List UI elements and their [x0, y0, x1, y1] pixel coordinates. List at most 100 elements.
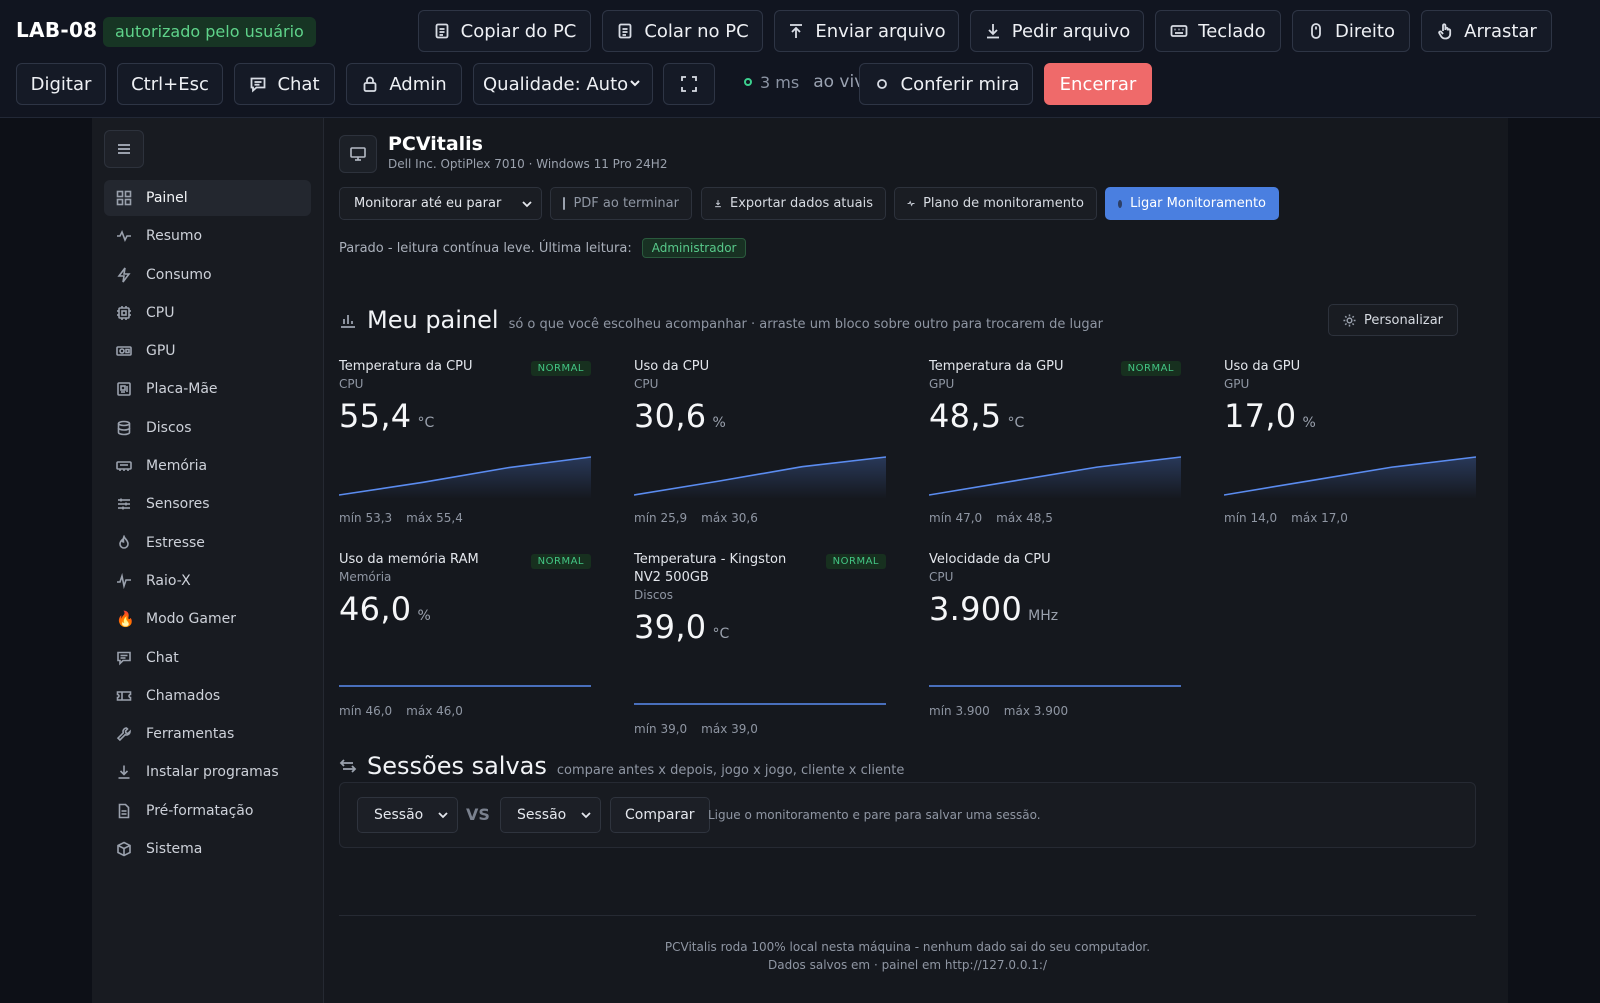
metric-card-cpu-speed[interactable]: Velocidade da CPU CPU 3.900 MHz mín 3.900… [929, 551, 1181, 718]
request-file-button[interactable]: Pedir arquivo [970, 10, 1144, 52]
quality-select[interactable]: Qualidade: Auto [467, 63, 659, 105]
sidebar-item-raio-x[interactable]: Raio-X [104, 563, 311, 599]
grid-icon [116, 190, 132, 206]
sidebar-item-modo-gamer[interactable]: 🔥 Modo Gamer [104, 601, 311, 637]
remote-screen[interactable]: Painel Resumo Consumo CPU GPU Placa-Mãe [92, 118, 1508, 1003]
sidebar-item-ferramentas[interactable]: Ferramentas [104, 716, 311, 752]
bar-chart-icon [341, 315, 355, 328]
main-content: PCVitalis Dell Inc. OptiPlex 7010 · Wind… [324, 118, 1508, 1003]
metric-max: máx 3.900 [1003, 704, 1069, 718]
session-b-select[interactable]: Sessão B [500, 797, 601, 833]
pdf-on-finish-toggle[interactable]: PDF ao terminar [550, 187, 692, 220]
sidebar: Painel Resumo Consumo CPU GPU Placa-Mãe [92, 118, 324, 1003]
metric-unit: °C [417, 415, 435, 431]
admin-button[interactable]: Admin [346, 63, 462, 105]
send-file-button[interactable]: Enviar arquivo [774, 10, 959, 52]
ticket-icon [116, 691, 132, 701]
sidebar-item-chamados[interactable]: Chamados [104, 678, 311, 714]
chat-label: Chat [277, 73, 320, 95]
file-icon [118, 803, 130, 819]
sidebar-item-label: Chamados [146, 687, 221, 704]
role-badge: Administrador [641, 238, 747, 258]
clipboard-copy-icon [435, 23, 449, 39]
versus-label: VS [466, 805, 490, 824]
type-label: Digitar [30, 73, 92, 95]
bolt-icon [117, 267, 131, 283]
fullscreen-button[interactable] [663, 63, 715, 105]
metric-unit: % [417, 608, 431, 624]
xray-pulse-icon [117, 572, 131, 589]
monitor-mode-dropdown[interactable]: Monitorar até eu parar [340, 188, 541, 219]
start-monitoring-button[interactable]: Ligar Monitoramento [1105, 187, 1279, 220]
sidebar-item-gpu[interactable]: GPU [104, 333, 311, 369]
keyboard-button[interactable]: Teclado [1155, 10, 1281, 52]
metric-card-cpu-usage[interactable]: Uso da CPU CPU 30,6% mín 25,9 máx 30,6 [634, 358, 886, 525]
drag-button[interactable]: Arrastar [1421, 10, 1552, 52]
metric-max: máx 17,0 [1291, 511, 1348, 525]
device-subtitle: Dell Inc. OptiPlex 7010 · Windows 11 Pro… [388, 157, 668, 171]
sidebar-item-label: Placa-Mãe [146, 381, 218, 398]
session-b-dropdown[interactable]: Sessão B [501, 798, 600, 832]
sidebar-item-label: Resumo [146, 228, 203, 245]
metric-title: Velocidade da CPU [929, 552, 1051, 567]
monitor-mode-select[interactable]: Monitorar até eu parar [339, 187, 542, 220]
sidebar-item-sensores[interactable]: Sensores [104, 486, 311, 522]
sessions-compare-panel: Sessão A VS Sessão B Comparar Ligue o mo… [339, 782, 1476, 848]
sidebar-item-sistema[interactable]: Sistema [104, 831, 311, 867]
type-button[interactable]: Digitar [16, 63, 106, 105]
metric-category: GPU [929, 377, 955, 391]
check-aim-button[interactable]: Conferir mira [859, 63, 1033, 105]
metric-max: máx 55,4 [406, 511, 463, 525]
pdf-checkbox[interactable] [563, 197, 566, 210]
sidebar-item-painel[interactable]: Painel [104, 180, 311, 216]
metric-category: CPU [634, 377, 659, 391]
session-a-dropdown[interactable]: Sessão A [358, 798, 457, 832]
chat-button[interactable]: Chat [234, 63, 335, 105]
hand-pointer-icon [1438, 23, 1452, 40]
sidebar-item-instalar-programas[interactable]: Instalar programas [104, 754, 311, 790]
metric-card-gpu-usage[interactable]: Uso da GPU GPU 17,0% mín 14,0 máx 17,0 [1224, 358, 1476, 525]
end-session-button[interactable]: Encerrar [1044, 63, 1152, 105]
sidebar-item-cpu[interactable]: CPU [104, 295, 311, 331]
paste-to-pc-button[interactable]: Colar no PC [602, 10, 763, 52]
export-data-button[interactable]: Exportar dados atuais [701, 187, 886, 220]
host-name: LAB-08 [16, 18, 98, 42]
metric-card-gpu-temp[interactable]: Temperatura da GPU NORMAL GPU 48,5 °C mín… [929, 358, 1181, 525]
quality-dropdown[interactable]: Qualidade: Auto [467, 64, 659, 104]
session-a-select[interactable]: Sessão A [357, 797, 458, 833]
sidebar-item-label: Painel [146, 190, 188, 206]
monitoring-plan-button[interactable]: Plano de monitoramento [894, 187, 1097, 220]
metric-category: GPU [1224, 377, 1250, 391]
sidebar-item-label: Raio-X [146, 572, 191, 589]
sidebar-item-pre-formatacao[interactable]: Pré-formatação [104, 793, 311, 829]
sidebar-item-consumo[interactable]: Consumo [104, 257, 311, 293]
sidebar-item-placa-mae[interactable]: Placa-Mãe [104, 371, 311, 407]
metric-unit: °C [1007, 415, 1025, 431]
sidebar-item-estresse[interactable]: Estresse [104, 525, 311, 561]
sidebar-item-discos[interactable]: Discos [104, 410, 311, 446]
sidebar-item-resumo[interactable]: Resumo [104, 218, 311, 254]
dashboard-header: Meu painel só o que você escolheu acompa… [339, 306, 1103, 334]
metric-card-ram-usage[interactable]: Uso da memória RAM NORMAL Memória 46,0% … [339, 551, 591, 718]
ctrl-esc-button[interactable]: Ctrl+Esc [117, 63, 223, 105]
memory-icon [116, 461, 132, 472]
record-dot-icon [1118, 199, 1123, 208]
menu-toggle-button[interactable] [104, 130, 144, 168]
metric-max: máx 39,0 [701, 722, 758, 736]
sidebar-item-label: Estresse [146, 534, 205, 551]
right-click-button[interactable]: Direito [1292, 10, 1410, 52]
fire-icon: 🔥 [116, 610, 135, 629]
sparkline-chart [634, 703, 886, 705]
ctrl-esc-label: Ctrl+Esc [131, 73, 209, 95]
metric-card-cpu-temp[interactable]: Temperatura da CPU NORMAL CPU 55,4 °C mín… [339, 358, 591, 525]
copy-from-pc-button[interactable]: Copiar do PC [418, 10, 591, 52]
sparkline-line [339, 456, 591, 496]
compare-button[interactable]: Comparar [610, 797, 710, 833]
compare-label: Comparar [625, 807, 695, 823]
status-badge: NORMAL [825, 554, 886, 569]
sparkline-area [634, 457, 886, 499]
customize-button[interactable]: Personalizar [1328, 304, 1459, 336]
sidebar-item-chat[interactable]: Chat [104, 640, 311, 676]
metric-card-disk-temp[interactable]: Temperatura - Kingston NV2 500GB NORMAL … [634, 551, 886, 736]
sidebar-item-memoria[interactable]: Memória [104, 448, 311, 484]
